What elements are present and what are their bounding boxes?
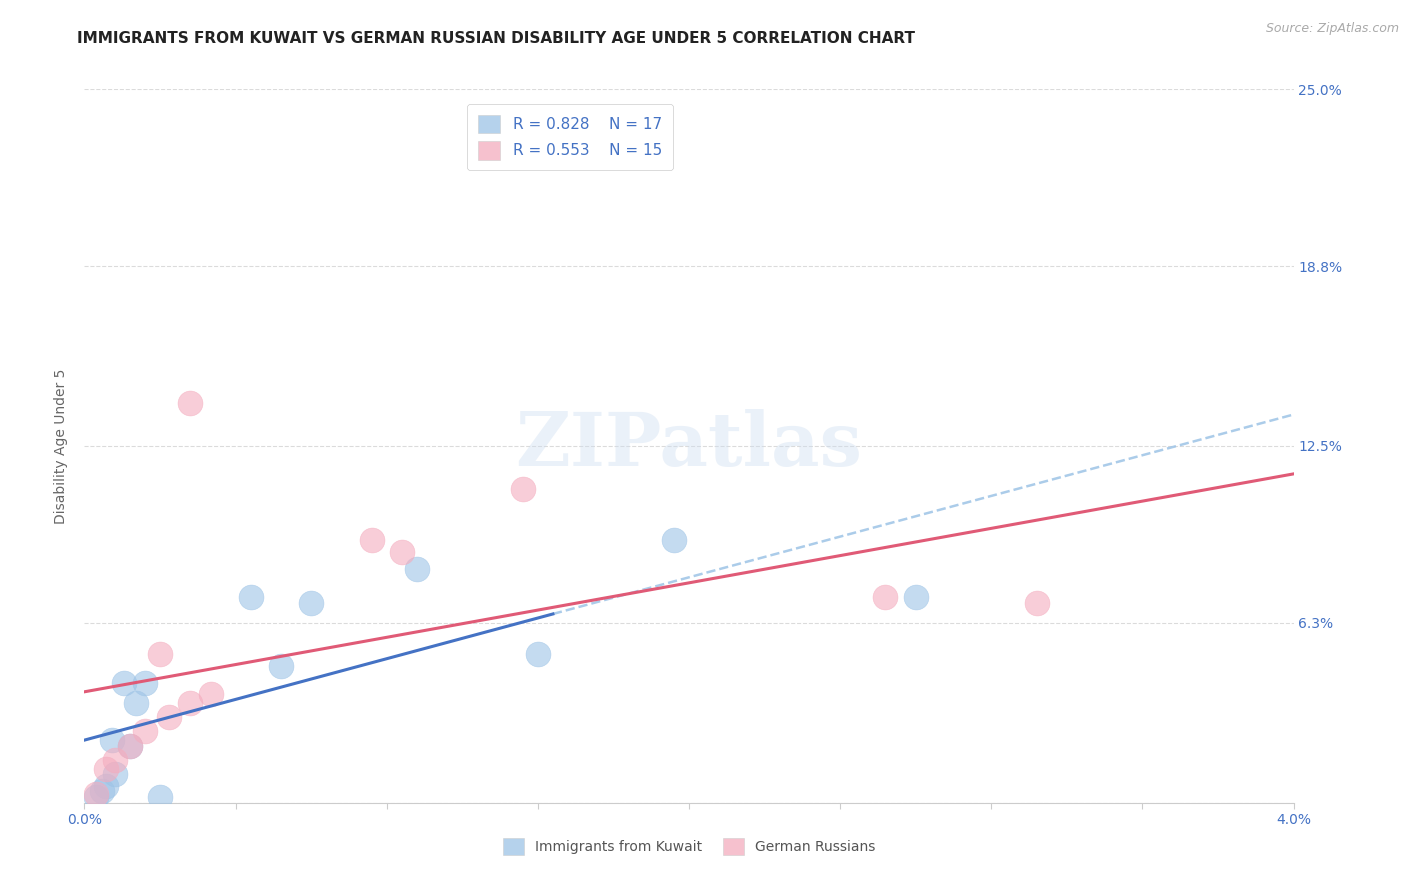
Point [299,596,322,610]
Point [118,739,141,753]
Point [91,784,114,798]
Point [86,790,108,805]
Text: Source: ZipAtlas.com: Source: ZipAtlas.com [1265,22,1399,36]
Point [239,591,262,605]
Point [125,696,148,710]
Point [86,787,108,801]
Point [875,591,897,605]
Point [104,753,127,767]
Point [1025,596,1047,610]
Point [157,710,180,724]
Point [94,762,117,776]
Point [360,533,382,548]
Point [149,790,172,805]
Legend: Immigrants from Kuwait, German Russians: Immigrants from Kuwait, German Russians [498,832,880,860]
Point [134,724,156,739]
Point [270,658,292,673]
Point [391,544,413,558]
Point [104,767,127,781]
Point [118,739,141,753]
Point [179,396,201,410]
Point [200,687,222,701]
Point [149,648,172,662]
Point [179,696,201,710]
Point [94,779,117,793]
Point [134,676,156,690]
Point [100,733,122,747]
Point [112,676,135,690]
Point [904,591,927,605]
Point [512,482,534,496]
Point [662,533,685,548]
Text: ZIPatlas: ZIPatlas [516,409,862,483]
Y-axis label: Disability Age Under 5: Disability Age Under 5 [55,368,69,524]
Point [527,648,550,662]
Text: IMMIGRANTS FROM KUWAIT VS GERMAN RUSSIAN DISABILITY AGE UNDER 5 CORRELATION CHAR: IMMIGRANTS FROM KUWAIT VS GERMAN RUSSIAN… [77,31,915,46]
Point [406,562,429,576]
